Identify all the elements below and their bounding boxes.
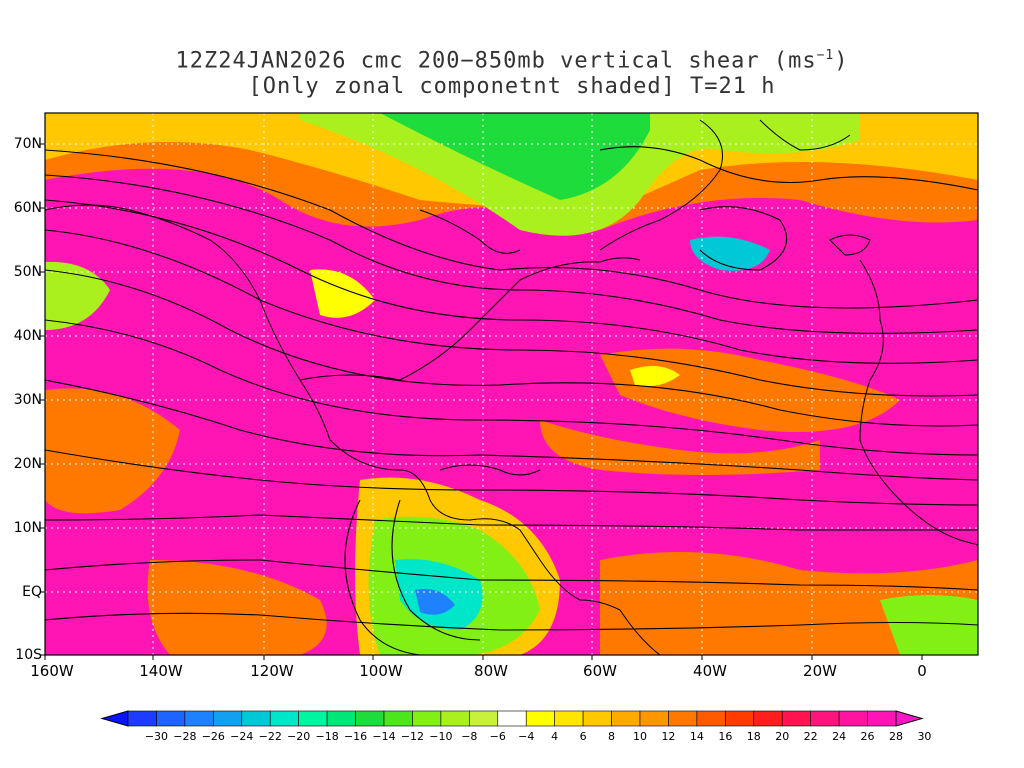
colorbar-label: −24 [230, 730, 253, 743]
colorbar-label: −30 [145, 730, 168, 743]
colorbar-swatch [725, 710, 755, 727]
colorbar-swatch [469, 710, 499, 727]
colorbar-label: −12 [401, 730, 424, 743]
colorbar-swatch [127, 710, 157, 727]
colorbar-swatch [611, 710, 641, 727]
colorbar-swatch [241, 710, 271, 727]
colorbar-swatch [753, 710, 783, 727]
colorbar-label: −26 [202, 730, 225, 743]
colorbar-label: −6 [490, 730, 506, 743]
colorbar-swatch [838, 710, 868, 727]
tick-marks [40, 143, 923, 660]
colorbar-label: 4 [551, 730, 558, 743]
lat-label: 60N [13, 200, 42, 216]
colorbar-swatch [269, 710, 299, 727]
colorbar-label: −20 [287, 730, 310, 743]
colorbar-swatch [668, 710, 698, 727]
lon-label: 0 [917, 662, 927, 680]
colorbar-label: −28 [173, 730, 196, 743]
lat-label: 20N [13, 456, 42, 472]
coastlines [45, 119, 978, 655]
colorbar-label: 16 [718, 730, 732, 743]
lon-label: 80W [474, 662, 508, 680]
colorbar-swatch [639, 710, 669, 727]
colorbar-label: 6 [580, 730, 587, 743]
plot-frame [44, 112, 979, 656]
colorbar-swatch [184, 710, 214, 727]
colorbar-label: −8 [461, 730, 477, 743]
grid-lines [45, 113, 978, 655]
title-unit-exponent: −1 [816, 48, 835, 63]
title-main-text: 12Z24JAN2026 cmc 200−850mb vertical shea… [175, 48, 817, 74]
lon-label: 20W [803, 662, 837, 680]
colorbar-label: 24 [832, 730, 846, 743]
colorbar-swatch [298, 710, 328, 727]
colorbar-label: 26 [861, 730, 875, 743]
colorbar-label: 12 [661, 730, 675, 743]
colorbar-label: −18 [316, 730, 339, 743]
lon-label: 140W [139, 662, 183, 680]
colorbar-swatch [440, 710, 470, 727]
colorbar-label: 10 [633, 730, 647, 743]
lon-label: 120W [250, 662, 294, 680]
lat-label: 10N [13, 520, 42, 536]
colorbar-swatch [355, 710, 385, 727]
colorbar-label: 8 [608, 730, 615, 743]
colorbar-label: 28 [889, 730, 903, 743]
colorbar-label: −16 [344, 730, 367, 743]
colorbar-label: −10 [429, 730, 452, 743]
lat-label: EQ [22, 584, 42, 600]
lon-label: 100W [359, 662, 403, 680]
colorbar-arrow-right [895, 710, 924, 727]
lat-label: 70N [13, 136, 42, 152]
colorbar-swatch [412, 710, 442, 727]
colorbar-swatch [696, 710, 726, 727]
lon-label: 160W [30, 662, 74, 680]
lat-label: 30N [13, 392, 42, 408]
colorbar-label: 18 [747, 730, 761, 743]
colorbar-swatch [867, 710, 897, 727]
colorbar-label: −14 [372, 730, 395, 743]
colorbar-label: 14 [690, 730, 704, 743]
title-line-2: [Only zonal componetnt shaded] T=21 h [248, 74, 776, 99]
lat-label: 50N [13, 264, 42, 280]
colorbar-swatch [383, 710, 413, 727]
colorbar-label: 20 [775, 730, 789, 743]
colorbar-swatch [497, 710, 527, 727]
lat-label: 40N [13, 328, 42, 344]
lon-label: 40W [693, 662, 727, 680]
colorbar: −30 −28 −26 −24 −22 −20 −18 −16 −14 −12 −10 −8 −6 −4 4… [100, 710, 931, 743]
title-line-1: 12Z24JAN2026 cmc 200−850mb vertical shea… [0, 48, 1024, 73]
colorbar-label: 22 [804, 730, 818, 743]
colorbar-swatch [156, 710, 186, 727]
colorbar-arrow-left [100, 710, 129, 727]
lon-label: 60W [583, 662, 617, 680]
colorbar-swatch [525, 710, 555, 727]
title-end-text: ) [834, 48, 849, 74]
colorbar-label: −22 [259, 730, 282, 743]
colorbar-swatch [213, 710, 243, 727]
lat-label: 10S [15, 647, 42, 663]
colorbar-label: 30 [917, 730, 931, 743]
colorbar-label: −4 [518, 730, 534, 743]
colorbar-swatch [582, 710, 612, 727]
colorbar-swatch [554, 710, 584, 727]
colorbar-swatch [781, 710, 811, 727]
colorbar-swatch [326, 710, 356, 727]
streamlines [45, 146, 978, 655]
colorbar-swatch [810, 710, 840, 727]
